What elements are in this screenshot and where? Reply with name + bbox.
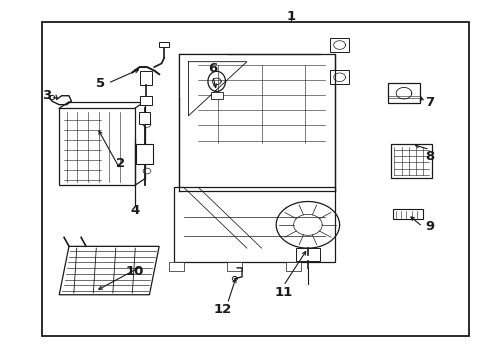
Bar bbox=[140, 71, 152, 85]
Polygon shape bbox=[178, 54, 334, 191]
Circle shape bbox=[143, 122, 151, 127]
Polygon shape bbox=[178, 54, 227, 98]
Bar bbox=[329, 70, 348, 85]
Text: 9: 9 bbox=[425, 220, 433, 233]
Text: 2: 2 bbox=[115, 157, 124, 170]
Bar bbox=[329, 38, 348, 52]
Text: 10: 10 bbox=[125, 265, 143, 278]
Bar bbox=[210, 92, 222, 99]
Polygon shape bbox=[59, 108, 135, 185]
Bar bbox=[42, 22, 468, 336]
Text: 6: 6 bbox=[208, 62, 217, 75]
Text: 12: 12 bbox=[213, 303, 231, 316]
Circle shape bbox=[143, 168, 151, 174]
Text: 3: 3 bbox=[42, 89, 52, 102]
Bar bbox=[168, 262, 183, 271]
Bar bbox=[227, 262, 242, 271]
Text: 8: 8 bbox=[424, 150, 433, 163]
Bar bbox=[285, 262, 300, 271]
Bar bbox=[159, 42, 168, 47]
Text: 1: 1 bbox=[285, 10, 295, 23]
Circle shape bbox=[143, 145, 151, 150]
Bar bbox=[392, 210, 423, 220]
Polygon shape bbox=[59, 246, 159, 295]
Bar bbox=[140, 96, 152, 105]
Text: 7: 7 bbox=[425, 96, 433, 109]
Text: 11: 11 bbox=[274, 287, 292, 300]
Bar bbox=[387, 83, 419, 103]
Polygon shape bbox=[390, 144, 431, 178]
Polygon shape bbox=[173, 187, 334, 262]
Bar bbox=[139, 112, 150, 125]
Text: 5: 5 bbox=[96, 77, 105, 90]
Bar bbox=[136, 144, 153, 164]
Bar bbox=[295, 248, 320, 261]
Text: 4: 4 bbox=[130, 204, 139, 217]
